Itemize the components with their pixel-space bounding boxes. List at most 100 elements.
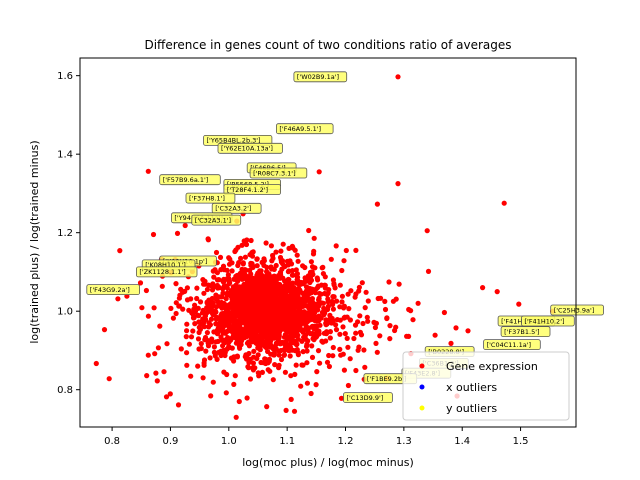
gene-point <box>327 335 333 341</box>
annotation-label: ['T28F4.1.2'] <box>223 184 281 195</box>
annotation-box <box>275 123 334 135</box>
gene-point <box>224 267 230 273</box>
gene-point <box>217 254 224 260</box>
gene-point <box>275 296 281 302</box>
gene-point <box>195 363 201 369</box>
gene-point <box>307 331 314 337</box>
gene-point <box>321 330 327 336</box>
gene-point <box>283 292 289 298</box>
gene-point <box>224 371 230 378</box>
gene-point <box>316 317 322 324</box>
gene-point <box>284 298 290 304</box>
annotation-layer: ['W02B9.1a'] ['F46A9.5.1'] ['Y65B4BL.2b.3'… <box>86 71 604 404</box>
gene-point <box>329 316 335 322</box>
gene-point <box>309 343 315 349</box>
annotation-box <box>483 339 541 351</box>
gene-point <box>231 381 237 387</box>
gene-point <box>269 299 276 305</box>
gene-point <box>275 339 281 345</box>
x-tick-label: 0.9 <box>162 436 178 447</box>
gene-point <box>266 335 273 341</box>
gene-point <box>309 323 315 329</box>
gene-point <box>217 301 223 307</box>
gene-point <box>410 317 416 323</box>
gene-point <box>238 342 244 348</box>
gene-point <box>254 263 260 269</box>
gene-point <box>288 396 294 402</box>
gene-point <box>377 333 383 339</box>
gene-point <box>341 258 347 264</box>
gene-point <box>206 301 212 307</box>
gene-point <box>220 310 226 317</box>
gene-point <box>292 371 298 377</box>
gene-point <box>214 331 220 337</box>
gene-point <box>306 227 312 234</box>
gene-point <box>205 343 212 349</box>
annotation-label: ['C04C11.1a'] <box>483 339 541 351</box>
gene-point <box>306 305 312 311</box>
legend-label-y-outliers: y outliers <box>446 402 497 415</box>
gene-point <box>300 263 306 269</box>
gene-point <box>251 354 257 360</box>
gene-point <box>188 296 194 302</box>
gene-point <box>235 298 241 304</box>
gene-point <box>154 378 160 384</box>
gene-point <box>318 291 324 297</box>
gene-point <box>323 317 329 323</box>
annotation-text: ['F37B1.5'] <box>504 328 539 336</box>
x-tick-label: 1.4 <box>454 436 470 447</box>
gene-point <box>243 267 249 273</box>
gene-point <box>276 335 282 341</box>
gene-point <box>341 367 347 373</box>
gene-point <box>218 267 224 273</box>
gene-point <box>267 324 274 330</box>
y-axis: 0.8 1.0 1.2 1.4 1.6 <box>57 71 80 396</box>
gene-point <box>151 305 157 311</box>
gene-point <box>297 287 303 293</box>
gene-point <box>242 254 248 260</box>
gene-point <box>244 237 250 243</box>
gene-point <box>292 348 298 354</box>
gene-point <box>248 260 254 266</box>
gene-point <box>322 274 328 280</box>
gene-point <box>209 287 216 293</box>
gene-point <box>198 341 204 347</box>
gene-point <box>415 300 421 306</box>
gene-point <box>288 347 294 353</box>
gene-point <box>271 352 277 358</box>
gene-point <box>480 285 486 291</box>
annotation-label: ['F37H8.1'] <box>185 192 236 204</box>
y-tick-label: 0.8 <box>57 385 73 396</box>
gene-point <box>222 349 228 355</box>
gene-point <box>240 260 246 266</box>
gene-point <box>277 254 284 261</box>
gene-point <box>221 300 227 307</box>
gene-point <box>220 320 226 326</box>
gene-point <box>232 373 238 379</box>
gene-point <box>230 288 236 294</box>
gene-point <box>209 283 215 289</box>
gene-point <box>330 277 336 283</box>
annotation-label: ['C13D9.9'] <box>343 392 393 404</box>
gene-point <box>155 345 161 351</box>
gene-point <box>117 248 123 254</box>
gene-point <box>195 312 201 318</box>
gene-point <box>281 334 287 340</box>
gene-point <box>271 310 277 316</box>
gene-point <box>307 286 313 292</box>
gene-point <box>250 360 256 366</box>
gene-point <box>259 330 265 336</box>
gene-point <box>226 255 232 261</box>
gene-point <box>236 328 242 334</box>
gene-point <box>387 336 393 342</box>
gene-point <box>194 285 200 291</box>
gene-point <box>209 295 215 302</box>
gene-point <box>325 296 331 302</box>
annotation-text: ['ZK1128.1.1'] <box>139 268 185 276</box>
gene-point <box>265 287 272 293</box>
gene-point <box>256 333 263 340</box>
gene-point <box>239 242 245 248</box>
gene-point <box>287 353 293 359</box>
gene-point <box>192 321 198 327</box>
gene-point <box>262 312 268 318</box>
